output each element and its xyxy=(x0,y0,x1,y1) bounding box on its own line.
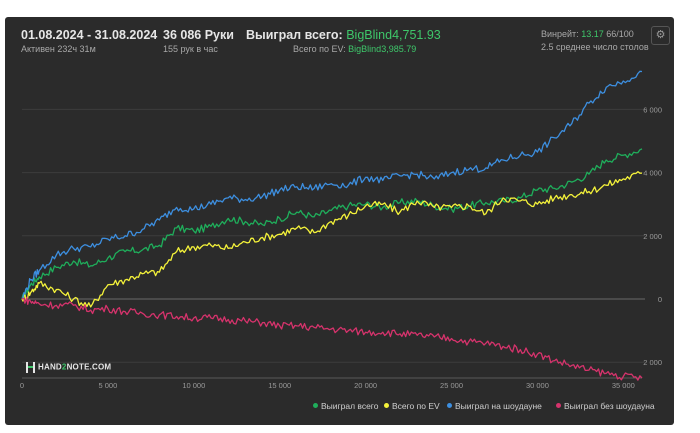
x-tick-label: 5 000 xyxy=(99,381,118,390)
legend-label: Всего по EV xyxy=(392,401,440,411)
ev-total-label: Всего по EV: xyxy=(293,44,346,54)
chart-panel xyxy=(5,17,674,425)
hand2note-logo-icon xyxy=(26,362,35,373)
won-total-value: BigBlind4,751.93 xyxy=(346,28,441,42)
hands-per-hour: 155 рук в час xyxy=(163,44,218,54)
gear-icon[interactable]: ⚙ xyxy=(651,26,670,45)
series-line-2 xyxy=(21,70,643,300)
legend-label: Выиграл всего xyxy=(321,401,379,411)
legend-item-0[interactable]: Выиграл всего xyxy=(313,401,378,411)
legend-dot-icon xyxy=(313,403,318,409)
x-tick-label: 0 xyxy=(20,381,24,390)
series-line-0 xyxy=(21,148,643,300)
logo-text-two: 2 xyxy=(61,362,67,372)
winrate-value: 13.17 xyxy=(581,29,604,39)
legend-dot-icon xyxy=(447,403,452,409)
y-tick-label: 2 000 xyxy=(643,358,662,367)
legend-item-2[interactable]: Выиграл на шоудауне xyxy=(447,401,542,411)
legend-item-1[interactable]: Всего по EV xyxy=(384,401,440,411)
date-range: 01.08.2024 - 31.08.2024 xyxy=(21,28,158,42)
ev-total: Всего по EV: BigBlind3,985.79 xyxy=(293,44,416,54)
logo-text-note: NOTE.COM xyxy=(66,362,112,372)
winrate-label: Винрейт: xyxy=(541,29,579,39)
y-tick-label: 4 000 xyxy=(643,169,662,178)
x-tick-label: 25 000 xyxy=(440,381,463,390)
legend-dot-icon xyxy=(384,403,389,409)
won-total-label: Выиграл всего: xyxy=(246,28,343,42)
series-line-3 xyxy=(21,296,643,381)
ev-total-value: BigBlind3,985.79 xyxy=(348,44,417,54)
series-line-1 xyxy=(21,171,643,308)
x-tick-label: 30 000 xyxy=(526,381,549,390)
hands-count: 36 086 Руки xyxy=(163,28,234,42)
x-tick-label: 10 000 xyxy=(182,381,205,390)
legend-label: Выиграл на шоудауне xyxy=(455,401,542,411)
y-tick-label: 6 000 xyxy=(643,105,662,114)
avg-tables: 2.5 среднее число столов xyxy=(541,42,649,52)
winrate: Винрейт: 13.17 66/100 xyxy=(541,29,634,39)
legend-label: Выиграл без шоудауна xyxy=(564,401,655,411)
y-tick-label: 2 000 xyxy=(643,232,662,241)
x-tick-label: 20 000 xyxy=(354,381,377,390)
logo-text-hand: HAND xyxy=(38,362,62,372)
x-tick-label: 15 000 xyxy=(268,381,291,390)
x-tick-label: 35 000 xyxy=(612,381,635,390)
y-tick-label: 0 xyxy=(658,295,662,304)
active-time: Активен 232ч 31м xyxy=(21,44,96,54)
legend-dot-icon xyxy=(556,403,561,409)
legend-item-3[interactable]: Выиграл без шоудауна xyxy=(556,401,655,411)
won-total: Выиграл всего: BigBlind4,751.93 xyxy=(246,28,441,42)
hand2note-logo: HAND2NOTE.COM xyxy=(26,362,111,373)
winrate-extra: 66/100 xyxy=(606,29,634,39)
